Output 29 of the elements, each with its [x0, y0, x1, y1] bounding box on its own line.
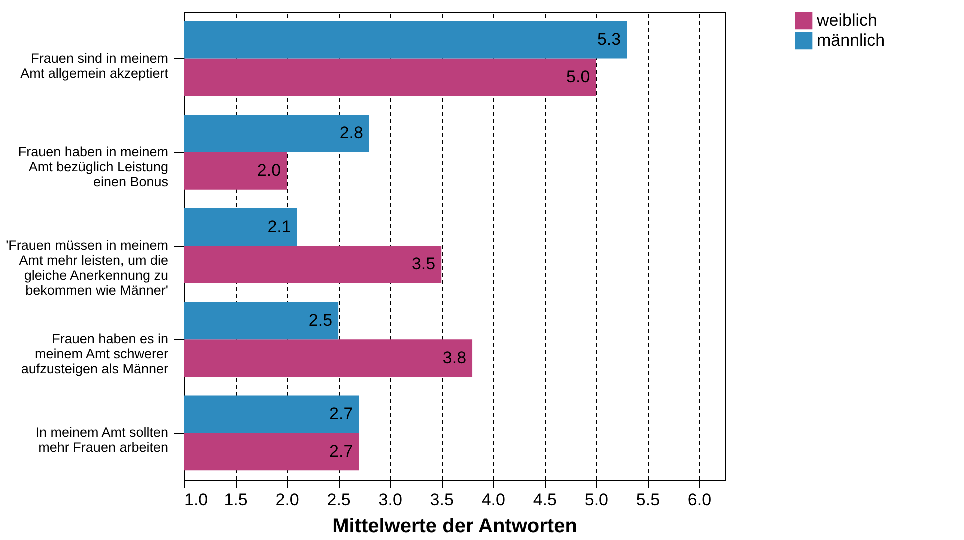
data-label: 5.3 — [597, 30, 622, 50]
x-tick-label: 4.5 — [533, 490, 557, 510]
x-tick-label: 5.0 — [584, 490, 609, 510]
data-label: 2.0 — [257, 161, 282, 180]
x-tick-label: 3.5 — [430, 490, 454, 510]
x-tick-label: 1.0 — [184, 490, 208, 510]
x-tick-label: 2.5 — [327, 490, 351, 510]
data-label: 5.0 — [566, 68, 590, 87]
x-tick-label: 5.5 — [636, 490, 660, 510]
x-tick-label: 6.0 — [688, 490, 712, 510]
data-label: 2.1 — [268, 217, 292, 236]
y-tick-label: Frauen sind in meinem Amt allgemein akzeptiert — [20, 50, 169, 81]
y-tick-label: Frauen haben es in meinem Amt schwerer aufzusteigen als Männer — [21, 332, 169, 377]
data-label: 3.8 — [442, 348, 467, 368]
x-tick-label: 4.0 — [482, 490, 506, 510]
x-tick-label: 1.5 — [224, 490, 248, 510]
data-label: 2.7 — [330, 404, 354, 424]
x-tick-label: 2.0 — [276, 490, 300, 510]
y-tick-label: 'Frauen müssen in meinem Amt mehr leisten, um die gleiche Anerkennung zu bekommen wie Männer' — [6, 238, 168, 298]
legend-label: weiblich — [816, 11, 878, 30]
y-tick-label: Frauen haben in meinem Amt bezüglich Leistung einen Bonus — [18, 144, 169, 190]
x-tick-label: 3.0 — [378, 490, 402, 510]
x-axis-title: Mittelwerte der Antworten — [332, 516, 578, 538]
y-tick-label: In meinem Amt sollten mehr Frauen arbeiten — [36, 425, 168, 456]
data-label: 2.8 — [340, 124, 364, 143]
data-label: 3.5 — [412, 254, 436, 274]
data-label: 2.7 — [330, 442, 354, 461]
data-label: 2.5 — [308, 310, 333, 330]
legend-label: männlich — [817, 31, 886, 50]
